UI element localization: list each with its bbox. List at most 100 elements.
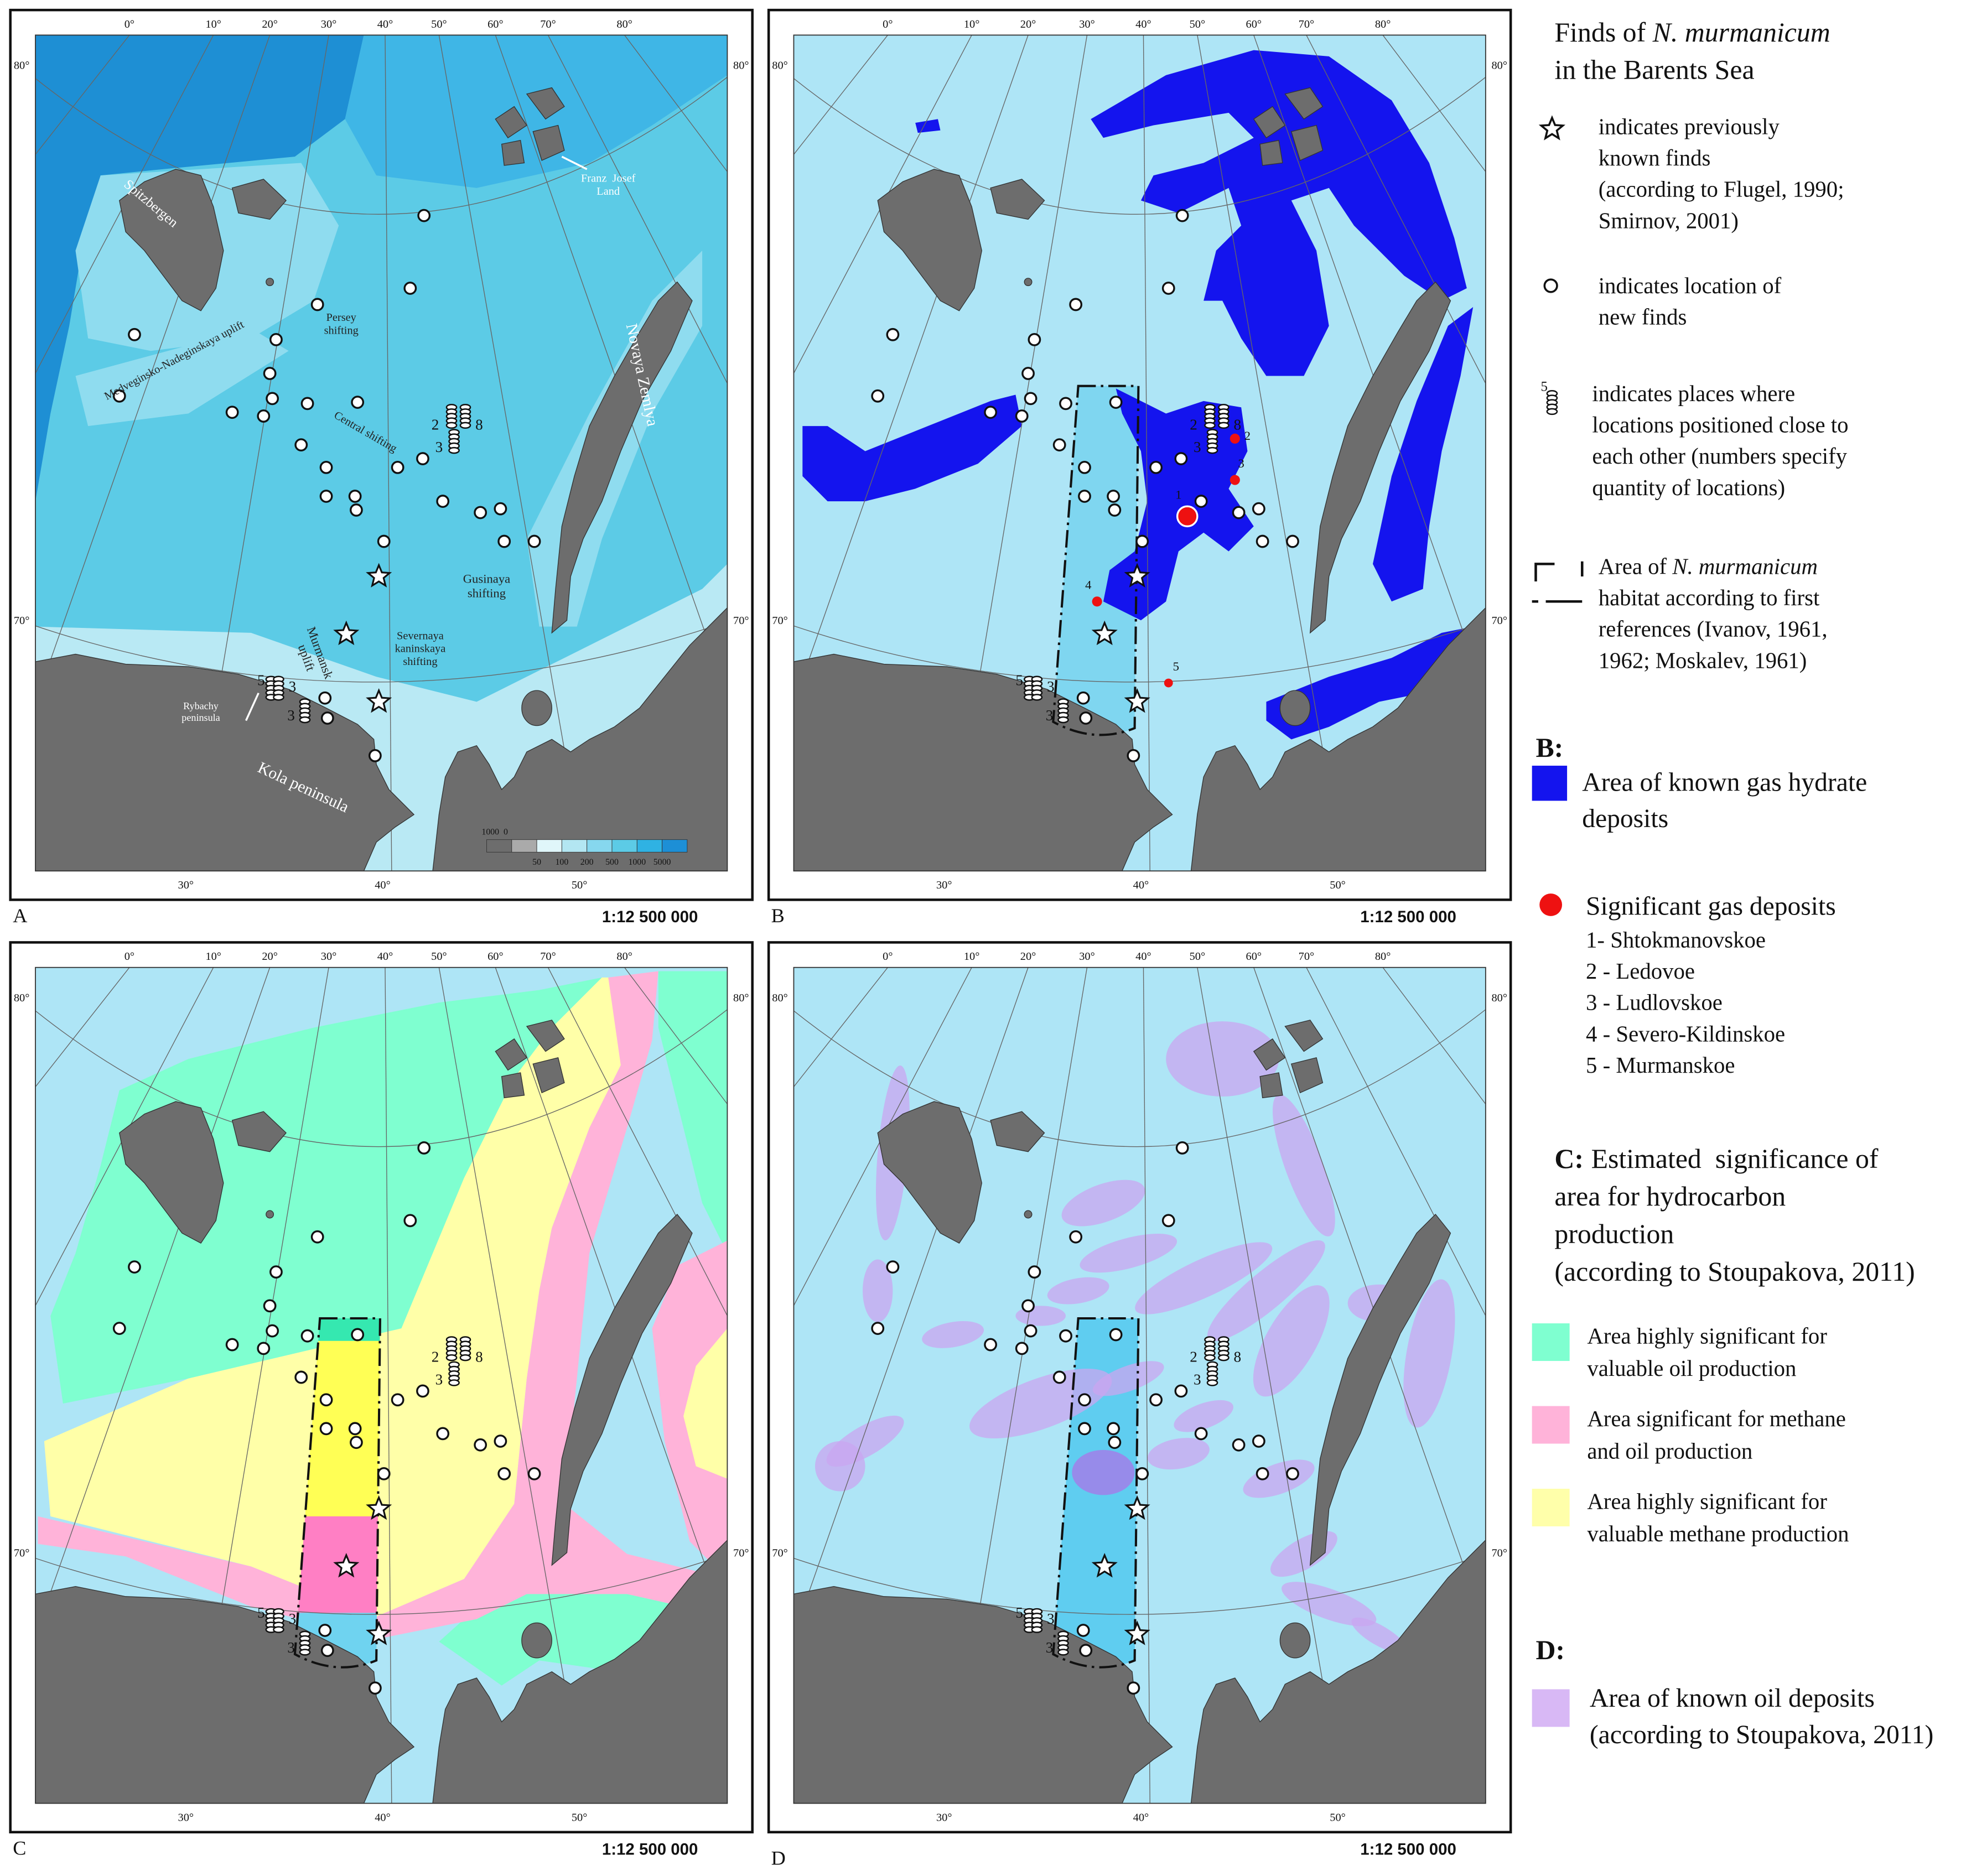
longitude-label: 60° (487, 950, 504, 963)
land (1309, 281, 1451, 634)
map-panel: 2 835 330° 10° 20° 30° 40° 50° 60° 70° 80°30° 40° 50… (767, 941, 1512, 1869)
new-find (368, 1681, 382, 1695)
gas-deposit (1176, 505, 1199, 528)
longitude-label: 30° (1079, 950, 1095, 963)
latitude-label: 70° (1491, 615, 1507, 627)
new-find (1174, 1384, 1188, 1398)
new-find (112, 389, 126, 403)
legend-text: Smirnov, 2001) (1599, 208, 1739, 233)
land (1279, 690, 1311, 726)
new-find (1028, 332, 1041, 346)
legend-text: indicates location of (1599, 273, 1782, 298)
habitat-outline (293, 1317, 382, 1669)
legend-text: quantity of locations) (1592, 475, 1785, 500)
new-find (257, 409, 271, 423)
latitude-line (35, 1553, 728, 1615)
map-label-line: shifting (324, 324, 359, 336)
oil-deposit-area (1174, 1400, 1233, 1432)
meridian-line (547, 967, 728, 1317)
legend-text: Area highly significant for (1587, 1489, 1827, 1514)
new-find (403, 282, 417, 295)
longitude-label: 40° (1135, 18, 1151, 30)
land (551, 1213, 693, 1566)
new-find (1252, 502, 1265, 516)
meridian-line (793, 967, 972, 1307)
significance-zones (38, 971, 728, 1704)
meridian-line (35, 35, 271, 704)
map-label: Rybachy peninsula (181, 700, 220, 723)
meridian-line (35, 967, 271, 1637)
new-find (1078, 461, 1091, 474)
new-find (527, 534, 541, 548)
latitude-label: 80° (733, 992, 749, 1004)
longitude-label: 0° (883, 18, 893, 30)
longitude-label: 40° (1133, 879, 1149, 891)
new-find (497, 534, 511, 548)
map-label-line: Severnaya (397, 630, 444, 642)
gas-hydrate-area (915, 119, 941, 133)
new-find (1021, 1299, 1035, 1313)
land (1253, 106, 1286, 139)
meridian-line (793, 35, 972, 375)
longitude-label: 80° (1375, 950, 1391, 963)
location-stack-disc (445, 1354, 458, 1361)
new-find (1024, 392, 1038, 406)
known-find (1124, 688, 1150, 713)
cluster-count: 3 (289, 1610, 297, 1627)
latitude-label: 80° (772, 60, 788, 72)
cluster-count: 5 (257, 672, 265, 689)
legend-text: 1962; Moskalev, 1961) (1599, 648, 1807, 673)
new-find (377, 534, 391, 548)
new-find (1286, 1467, 1299, 1480)
longitude-label: 40° (1135, 950, 1151, 963)
longitude-label: 60° (1246, 18, 1262, 30)
longitude-label: 0° (883, 950, 893, 963)
legend-text: and oil production (1587, 1439, 1752, 1464)
cluster-count: 2 (432, 416, 439, 433)
latitude-label: 80° (772, 992, 788, 1004)
new-find (350, 1436, 363, 1449)
longitude-label: 0° (125, 18, 134, 30)
known-find (1124, 1620, 1150, 1645)
new-find (1076, 1624, 1090, 1637)
oil-deposit-area (1047, 1277, 1109, 1305)
cluster-count: 3 (1046, 1639, 1054, 1656)
legend-swatch (1532, 1489, 1570, 1527)
legend-text: valuable oil production (1587, 1356, 1796, 1381)
new-find (225, 1338, 239, 1352)
longitude-label: 20° (1020, 18, 1036, 30)
location-stack-disc (273, 1626, 284, 1633)
legend-title: Finds of N. murmanicum (1554, 17, 1830, 48)
meridian-line (1253, 35, 1486, 697)
land (1190, 1539, 1486, 1804)
oil-deposits (815, 1021, 1455, 1654)
known-find (366, 688, 392, 713)
longitude-label: 50° (1190, 950, 1206, 963)
longitude-label: 50° (431, 950, 447, 963)
panel-letter: B (771, 905, 785, 927)
gas-deposit (1230, 433, 1240, 444)
longitude-label: 20° (1020, 950, 1036, 963)
new-find (1059, 397, 1072, 410)
gas-deposit (1230, 475, 1240, 485)
oil-deposit-area (1166, 1021, 1279, 1097)
new-find (1108, 1436, 1122, 1449)
cluster-count: 5 (257, 1604, 265, 1621)
latitude-line (793, 76, 1486, 215)
land (532, 1057, 565, 1094)
longitude-label: 70° (540, 950, 556, 963)
meridian-line (1306, 35, 1486, 384)
longitude-label: 10° (205, 18, 221, 30)
known-find (1124, 563, 1150, 588)
latitude-label: 80° (1491, 992, 1507, 1004)
legend-heading: D: (1536, 1635, 1565, 1665)
longitude-label: 40° (375, 879, 391, 891)
legend-text: (according to Stoupakova, 2011) (1590, 1721, 1933, 1749)
legend-heading: (according to Stoupakova, 2011) (1554, 1256, 1915, 1287)
new-find (1069, 298, 1083, 311)
cluster-count: 3 (1194, 1371, 1201, 1387)
map-area: 2 8 3 5 3 3 (35, 967, 728, 1804)
panel-frame (767, 941, 1512, 1833)
new-find (494, 1435, 507, 1448)
